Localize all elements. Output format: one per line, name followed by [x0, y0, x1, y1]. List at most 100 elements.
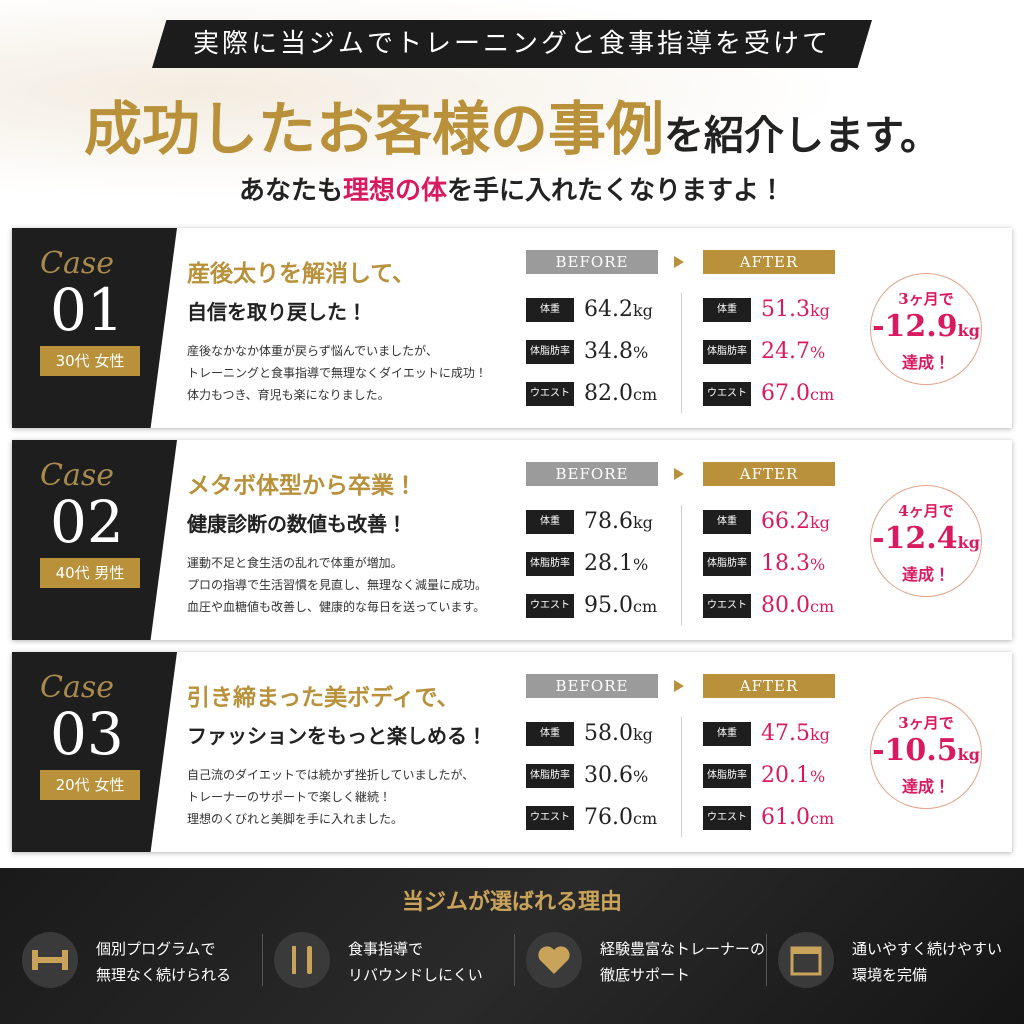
description-line: 血圧や血糖値も改善し、健康的な毎日を送っています。 — [187, 600, 486, 614]
value: 78.6 — [584, 509, 633, 534]
separator — [514, 934, 515, 986]
case-card: Case 02 40代 男性 メタボ体型から卒業！ 健康診断の数値も改善！ 運動不足と食生… — [12, 440, 1012, 640]
case-panel — [12, 440, 177, 640]
reason-text: 個別プログラムで 無理なく続けられる — [96, 936, 231, 988]
subheadline: 健康診断の数値も改善！ — [187, 512, 407, 536]
subtitle-pre: あなたも — [238, 176, 343, 206]
value: 58.0 — [584, 721, 633, 746]
value: 95.0 — [584, 593, 633, 618]
after-value: 20.1% — [761, 764, 825, 789]
metric-label: ウエスト — [526, 806, 574, 830]
description-line: トレーナーのサポートで楽しく継続！ — [187, 790, 392, 804]
value: 20.1 — [761, 763, 810, 788]
metric-label: 体重 — [703, 298, 751, 322]
description-line: 産後なかなか体重が戻らず悩んでいましたが、 — [187, 344, 438, 358]
unit: kg — [632, 513, 653, 532]
before-value: 34.8% — [584, 340, 648, 365]
case-number: 02 — [50, 488, 124, 556]
reason-line: 環境を完備 — [852, 966, 928, 984]
title: 成功したお客様の事例を紹介します。 — [0, 82, 1024, 166]
reason-line: 食事指導で — [348, 940, 424, 958]
value: 30.6 — [584, 763, 633, 788]
unit: kg — [809, 301, 830, 320]
value: 18.3 — [761, 551, 810, 576]
metric-label: ウエスト — [703, 594, 751, 618]
value: 76.0 — [584, 805, 633, 830]
result-period: 3ヶ月で — [898, 290, 954, 308]
metric-label: 体脂肪率 — [703, 552, 751, 576]
reason: 経験豊富なトレーナーの 徹底サポート — [526, 930, 776, 990]
unit: cm — [632, 809, 658, 828]
metric-label: 体脂肪率 — [526, 340, 574, 364]
description-line: 理想のくびれと美脚を手に入れました。 — [187, 812, 404, 826]
value: 51.3 — [761, 297, 810, 322]
amount: -12.9 — [872, 309, 958, 344]
arrow — [674, 680, 684, 692]
after-value: 18.3% — [761, 552, 825, 577]
before-value: 82.0cm — [584, 382, 657, 407]
reason-line: 徹底サポート — [600, 966, 691, 984]
result-circle: 4ヶ月で -12.4kg 達成！ — [870, 485, 982, 597]
profile: 30代 女性 — [40, 346, 140, 376]
reason-icon — [526, 932, 582, 988]
unit: kg — [632, 725, 653, 744]
result-period: 4ヶ月で — [898, 502, 954, 520]
value: 61.0 — [761, 805, 810, 830]
reason: 通いやすく続けやすい 環境を完備 — [778, 930, 1024, 990]
result-amount: -12.9kg — [871, 309, 981, 349]
unit: kg — [809, 513, 830, 532]
after-value: 80.0cm — [761, 594, 834, 619]
amount: -10.5 — [872, 733, 958, 768]
header: 実際に当ジムでトレーニングと食事指導を受けて 成功したお客様の事例を紹介します。… — [0, 0, 1024, 228]
case-card: Case 03 20代 女性 引き締まった美ボディで、 ファッションをもっと楽しめる！ 自… — [12, 652, 1012, 852]
after-value: 51.3kg — [761, 298, 830, 323]
reason-icon — [778, 932, 834, 988]
arrow — [674, 256, 684, 268]
result-suffix: 達成！ — [901, 353, 950, 372]
footer: 当ジムが選ばれる理由 個別プログラムで 無理なく続けられる 食事指導で リバウンドしに… — [0, 868, 1024, 1024]
headline: メタボ体型から卒業！ — [187, 472, 417, 499]
unit: cm — [809, 385, 835, 404]
arrow — [674, 468, 684, 480]
unit: % — [809, 767, 826, 786]
after-header: AFTER — [703, 462, 835, 486]
before-value: 95.0cm — [584, 594, 657, 619]
before-value: 28.1% — [584, 552, 648, 577]
banner: 実際に当ジムでトレーニングと食事指導を受けて — [152, 20, 872, 68]
unit: % — [632, 343, 649, 362]
description-line: 運動不足と食生活の乱れで体重が増加。 — [187, 556, 403, 570]
case-label: Case — [40, 670, 114, 705]
after-value: 61.0cm — [761, 806, 834, 831]
result-suffix: 達成！ — [901, 565, 950, 584]
reason-icon — [274, 932, 330, 988]
result-circle: 3ヶ月で -12.9kg 達成！ — [870, 273, 982, 385]
result-suffix: 達成！ — [901, 777, 950, 796]
case-panel — [12, 652, 177, 852]
metric-label: 体脂肪率 — [703, 764, 751, 788]
metric-label: 体重 — [703, 510, 751, 534]
unit: cm — [809, 809, 835, 828]
value: 64.2 — [584, 297, 633, 322]
metric-label: 体脂肪率 — [703, 340, 751, 364]
unit: cm — [632, 385, 658, 404]
value: 34.8 — [584, 339, 633, 364]
unit: % — [809, 343, 826, 362]
subtitle-pink: 理想の体 — [342, 176, 447, 206]
profile: 40代 男性 — [40, 558, 140, 588]
subtitle-post: を手に入れたくなりますよ！ — [447, 176, 786, 206]
amount-unit: kg — [957, 745, 980, 764]
reason-line: 通いやすく続けやすい — [852, 940, 1003, 958]
description-line: 体力もつき、育児も楽になりました。 — [187, 388, 390, 402]
footer-title: 当ジムが選ばれる理由 — [401, 889, 622, 915]
title-rest: を紹介します。 — [664, 112, 940, 159]
after-value: 67.0cm — [761, 382, 834, 407]
metric-label: 体重 — [526, 722, 574, 746]
after-value: 66.2kg — [761, 510, 830, 535]
unit: % — [809, 555, 826, 574]
reason-text: 通いやすく続けやすい 環境を完備 — [852, 936, 1002, 988]
case-label: Case — [40, 458, 114, 493]
description-line: トレーニングと食事指導で無理なくダイエットに成功！ — [187, 366, 487, 380]
value: 67.0 — [761, 381, 810, 406]
case-number: 01 — [50, 276, 124, 344]
